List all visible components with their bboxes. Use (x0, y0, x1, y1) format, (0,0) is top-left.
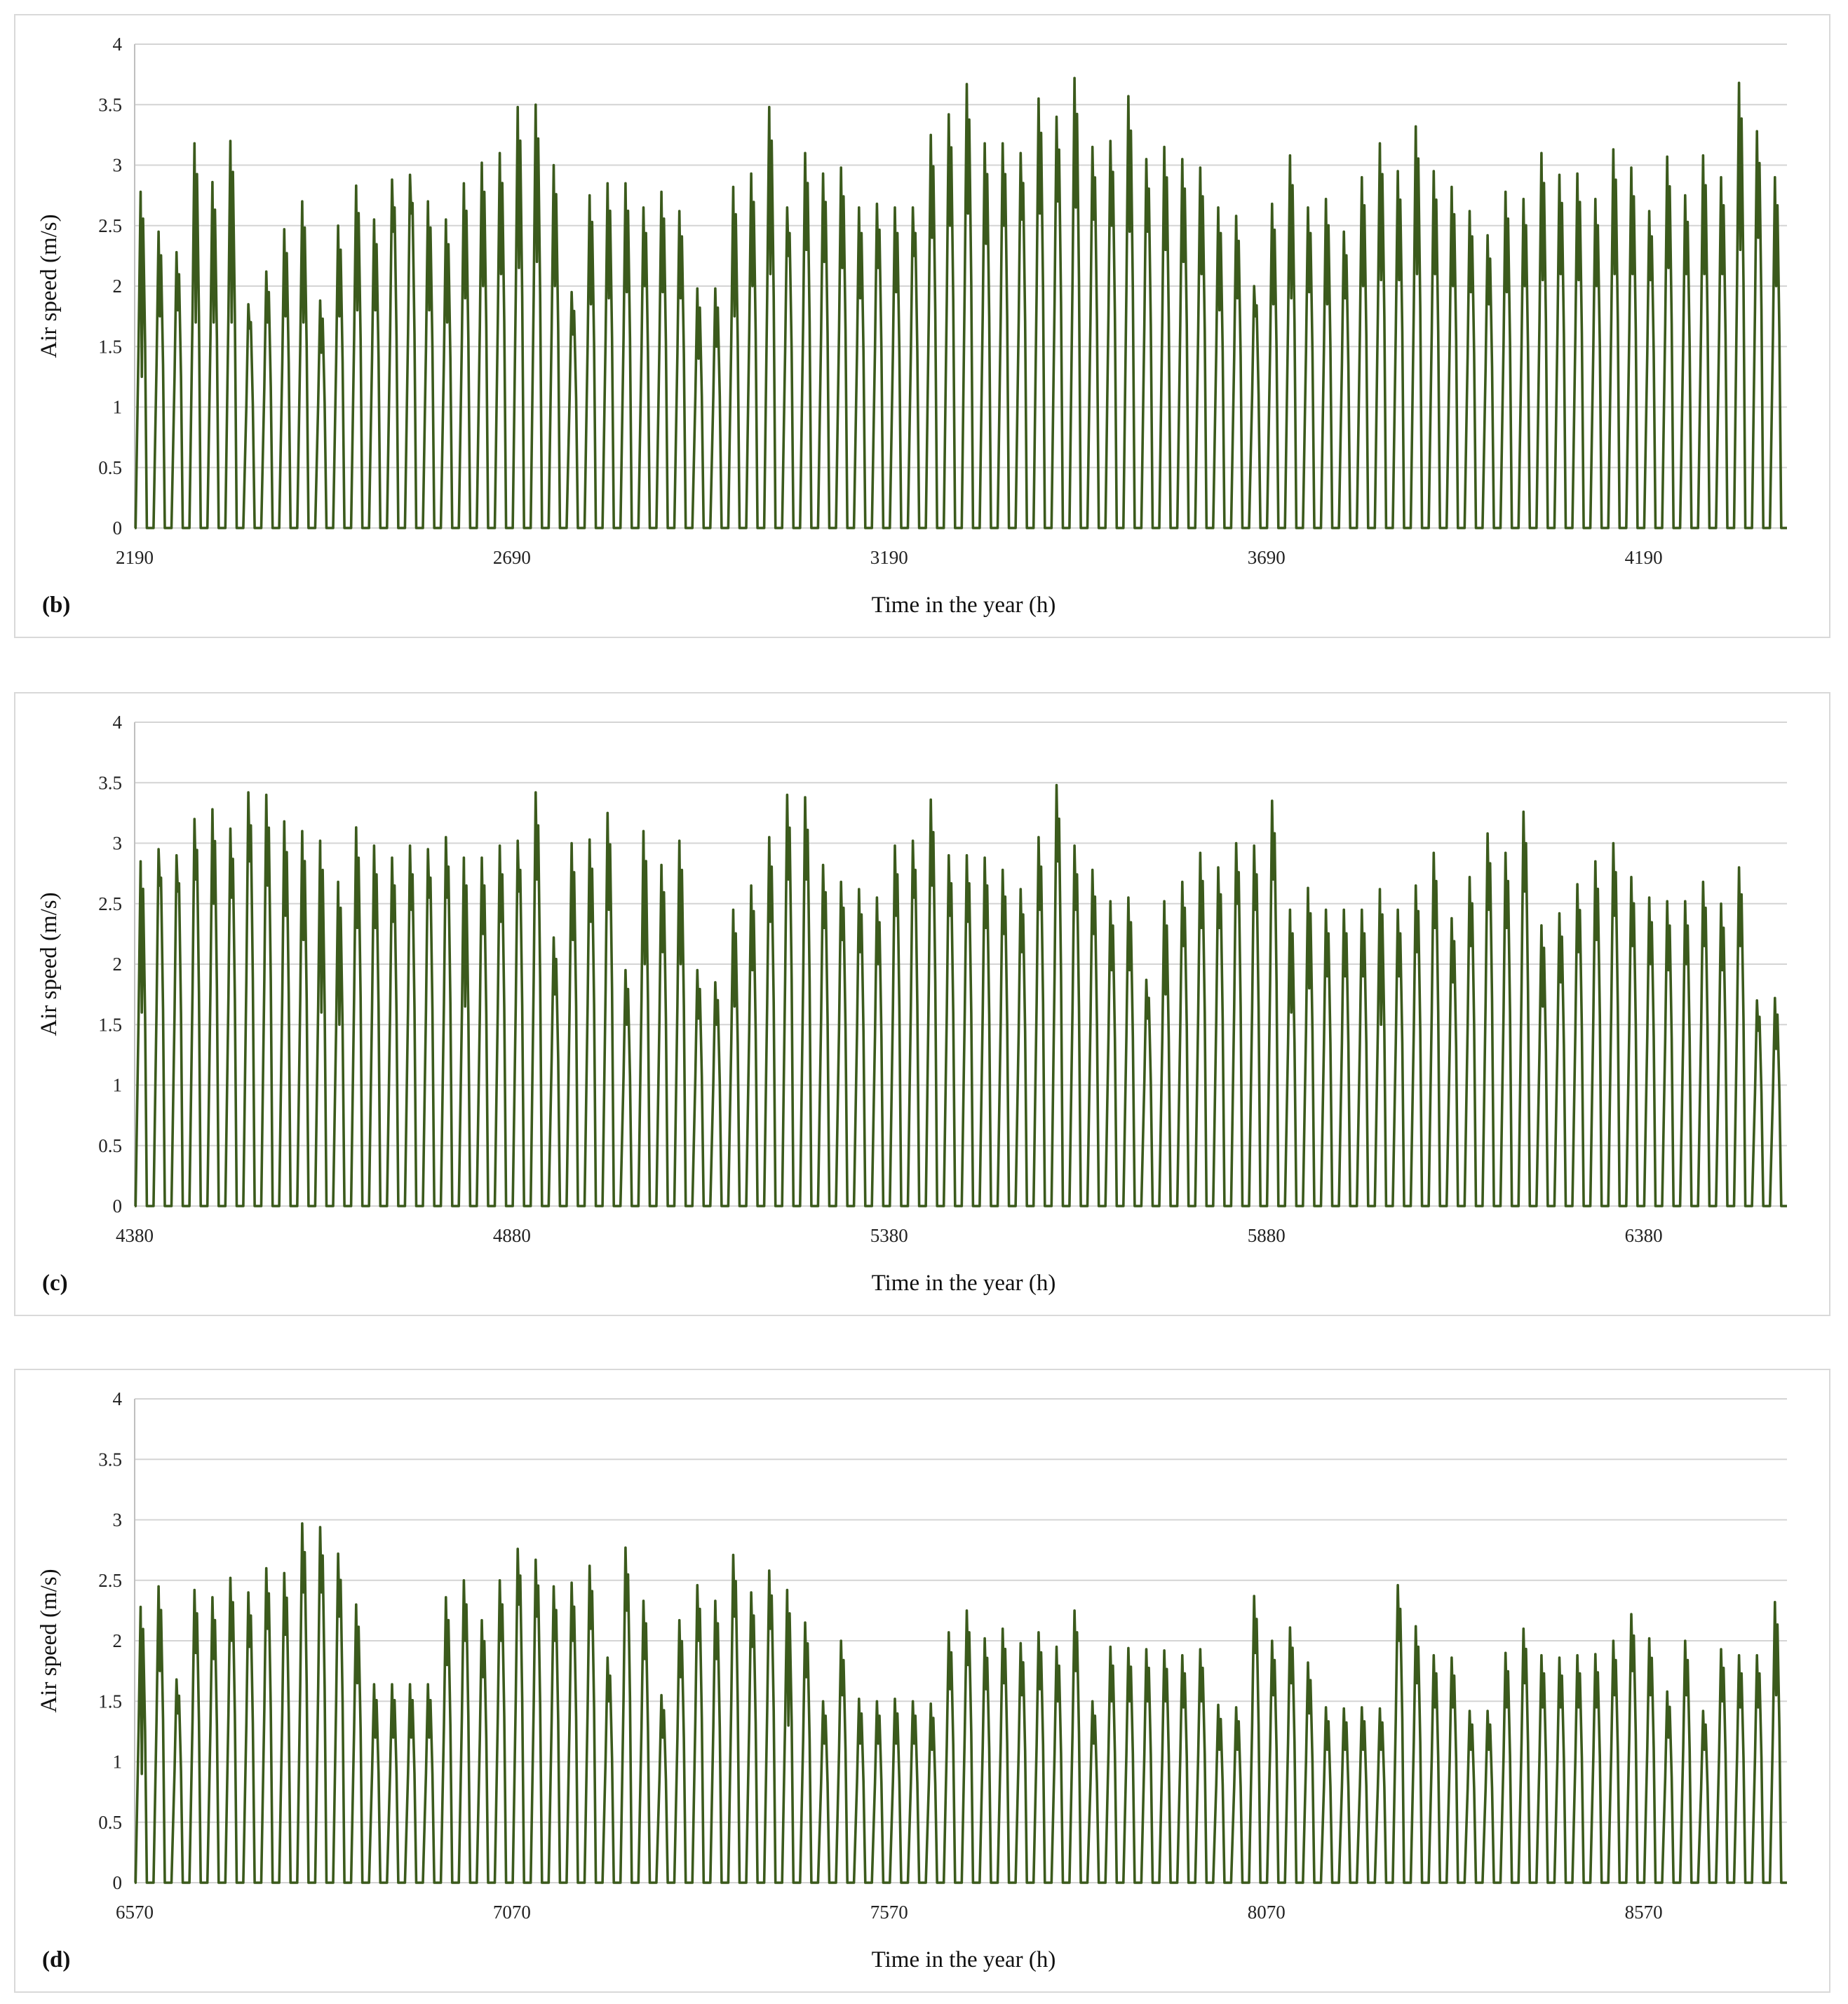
x-tick-label: 2690 (493, 547, 531, 568)
y-tick-label: 3.5 (98, 772, 122, 793)
x-tick-label: 8070 (1248, 1902, 1286, 1923)
y-tick-label: 3 (113, 155, 123, 176)
y-tick-label: 3.5 (98, 94, 122, 115)
y-tick-label: 2 (113, 1630, 123, 1651)
series-line (134, 76, 1787, 529)
x-tick-label: 8570 (1625, 1902, 1663, 1923)
y-tick-label: 4 (113, 34, 123, 55)
chart-svg: 0 0.5 1 1.5 2 2.5 3 3.5 4 6570 7070 7570 8070 8570 Tim… (36, 1388, 1787, 1972)
panel-label: (d) (42, 1947, 70, 1972)
series-line (134, 783, 1787, 1207)
chart-panel-b: 0 0.5 1 1.5 2 2.5 3 3.5 4 2190 2690 3190 3690 4190 Tim… (14, 14, 1830, 638)
y-tick-label: 1.5 (98, 1014, 122, 1035)
y-tick-label: 0 (113, 1196, 123, 1217)
x-axis-title: Time in the year (h) (872, 1271, 1056, 1296)
y-tick-label: 0.5 (98, 457, 122, 478)
y-tick-label: 0.5 (98, 1135, 122, 1156)
y-tick-label: 1 (113, 1075, 123, 1096)
panel-label: (c) (42, 1271, 68, 1296)
y-tick-label: 0.5 (98, 1812, 122, 1833)
y-tick-label: 3.5 (98, 1449, 122, 1470)
x-axis-title: Time in the year (h) (872, 1947, 1056, 1972)
y-axis-title: Air speed (m/s) (36, 1569, 62, 1712)
chart-panel-d: 0 0.5 1 1.5 2 2.5 3 3.5 4 6570 7070 7570 8070 8570 Tim… (14, 1369, 1830, 1993)
y-tick-label: 2 (113, 954, 123, 975)
y-tick-label: 1.5 (98, 1691, 122, 1712)
x-tick-label: 5380 (870, 1225, 908, 1246)
y-tick-label: 0 (113, 517, 123, 539)
y-tick-label: 1 (113, 397, 123, 418)
y-axis-title: Air speed (m/s) (36, 214, 62, 358)
x-tick-label: 3690 (1248, 547, 1286, 568)
y-tick-label: 3 (113, 833, 123, 854)
y-tick-label: 4 (113, 712, 123, 733)
chart-svg: 0 0.5 1 1.5 2 2.5 3 3.5 4 4380 4880 5380 5880 6380 Tim… (36, 712, 1787, 1296)
y-tick-label: 4 (113, 1388, 123, 1409)
x-tick-label: 6570 (116, 1902, 154, 1923)
x-tick-label: 2190 (116, 547, 154, 568)
x-tick-label: 4380 (116, 1225, 154, 1246)
y-tick-label: 2.5 (98, 215, 122, 236)
x-tick-label: 4190 (1625, 547, 1663, 568)
y-axis-title: Air speed (m/s) (36, 892, 62, 1036)
x-tick-label: 5880 (1248, 1225, 1286, 1246)
panel-label: (b) (42, 593, 70, 618)
y-tick-label: 0 (113, 1872, 123, 1893)
chart-svg: 0 0.5 1 1.5 2 2.5 3 3.5 4 2190 2690 3190 3690 4190 Tim… (36, 34, 1787, 618)
y-tick-label: 2.5 (98, 1570, 122, 1591)
chart-panel-c: 0 0.5 1 1.5 2 2.5 3 3.5 4 4380 4880 5380 5880 6380 Tim… (14, 692, 1830, 1316)
series-line (134, 1522, 1787, 1884)
y-tick-label: 3 (113, 1510, 123, 1531)
x-tick-label: 3190 (870, 547, 908, 568)
y-tick-label: 2.5 (98, 893, 122, 914)
x-axis-title: Time in the year (h) (872, 593, 1056, 618)
x-tick-label: 6380 (1625, 1225, 1663, 1246)
x-tick-label: 4880 (493, 1225, 531, 1246)
x-tick-label: 7070 (493, 1902, 531, 1923)
x-tick-label: 7570 (870, 1902, 908, 1923)
y-tick-label: 1 (113, 1752, 123, 1773)
y-tick-label: 1.5 (98, 336, 122, 357)
y-tick-label: 2 (113, 276, 123, 297)
